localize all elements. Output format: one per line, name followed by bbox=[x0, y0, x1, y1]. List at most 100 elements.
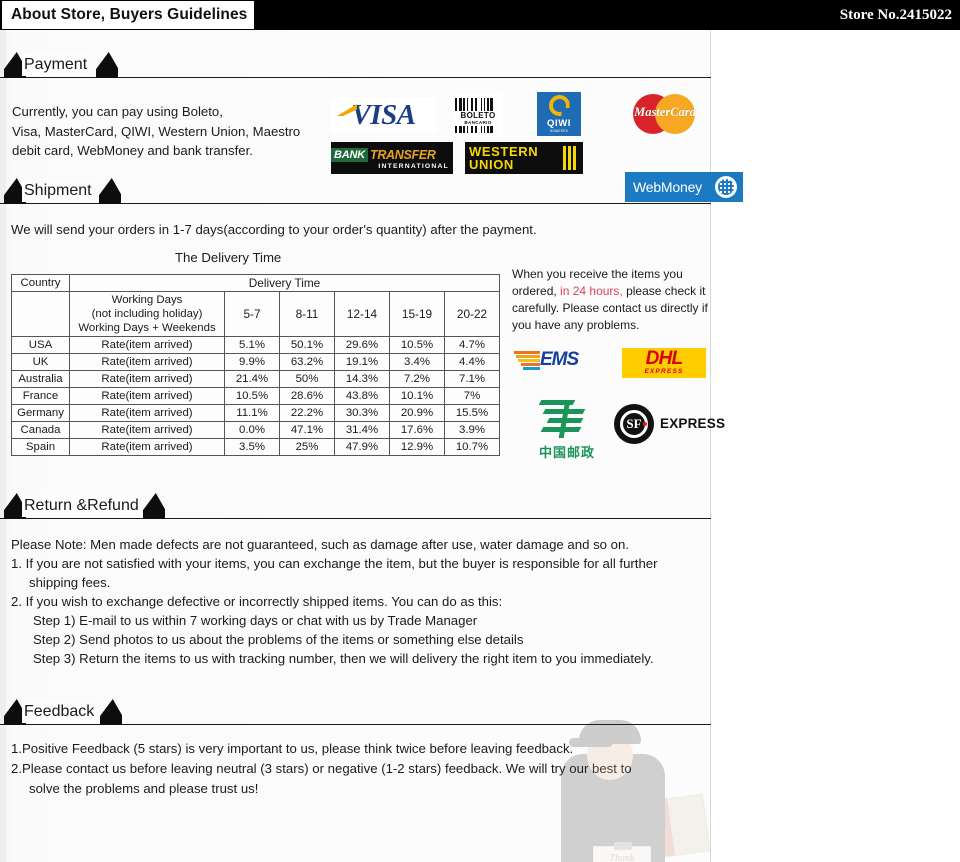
row-value-4: 7.1% bbox=[444, 370, 500, 388]
dhl-logo-text: DHL bbox=[645, 348, 683, 369]
row-value-4: 4.7% bbox=[444, 336, 500, 354]
row-value-4: 10.7% bbox=[444, 438, 500, 456]
payment-description-line-3: debit card, WebMoney and bank transfer. bbox=[12, 143, 253, 158]
row-rate-label: Rate(item arrived) bbox=[69, 404, 225, 422]
working-days-line-1: (not including holiday) bbox=[91, 308, 203, 320]
clipboard-clip-icon bbox=[614, 842, 632, 850]
boleto-logo-subtext: BANCARIO bbox=[464, 119, 492, 125]
arrow-right-icon bbox=[99, 178, 121, 204]
row-value-0: 11.1% bbox=[224, 404, 280, 422]
range-header-0: 5-7 bbox=[224, 291, 280, 337]
sf-badge-icon: SF bbox=[614, 404, 654, 444]
bank-transfer-transfer-text: TRANSFER bbox=[369, 147, 436, 162]
receive-items-note: When you receive the items you ordered, … bbox=[512, 266, 708, 334]
qiwi-logo: QIWI КОШЕЛЕК bbox=[537, 92, 581, 136]
range-header-2: 12-14 bbox=[334, 291, 390, 337]
row-value-4: 4.4% bbox=[444, 353, 500, 371]
return-line-3: 2. If you wish to exchange defective or … bbox=[11, 594, 503, 609]
webmoney-logo: WebMoney bbox=[625, 172, 743, 202]
row-value-3: 10.5% bbox=[389, 336, 445, 354]
bank-transfer-subtext: INTERNATIONAL bbox=[378, 163, 449, 170]
row-value-3: 17.6% bbox=[389, 421, 445, 439]
left-edge-strip bbox=[0, 30, 6, 862]
store-number: Store No.2415022 bbox=[839, 6, 952, 23]
table-subhead-row: Working Days (not including holiday) Worki… bbox=[11, 291, 500, 337]
note-part-1: When you receive the items you ordered, bbox=[512, 267, 683, 298]
payment-description-line-1: Currently, you can pay using Boleto, bbox=[12, 104, 223, 119]
page-title: About Store, Buyers Guidelines bbox=[2, 1, 254, 29]
feedback-section-header: Feedback bbox=[0, 691, 711, 725]
row-rate-label: Rate(item arrived) bbox=[69, 421, 225, 439]
row-country: USA bbox=[11, 336, 70, 354]
china-post-logo: 中国邮政 bbox=[528, 400, 606, 462]
payment-section: Payment Currently, you can pay using Bol… bbox=[0, 44, 743, 210]
sf-red-dot-icon bbox=[643, 422, 647, 426]
return-body: Please Note: Men made defects are not gu… bbox=[11, 535, 701, 668]
row-country: France bbox=[11, 387, 70, 405]
ems-logo: EMS bbox=[514, 348, 596, 374]
return-section-label: Return &Refund bbox=[22, 495, 141, 517]
row-rate-label: Rate(item arrived) bbox=[69, 336, 225, 354]
row-value-2: 43.8% bbox=[334, 387, 390, 405]
row-value-2: 14.3% bbox=[334, 370, 390, 388]
row-rate-label: Rate(item arrived) bbox=[69, 370, 225, 388]
note-part-2: please check it carefully. Please contac… bbox=[512, 284, 708, 332]
return-line-1: 1. If you are not satisfied with your it… bbox=[11, 556, 658, 571]
range-header-4: 20-22 bbox=[444, 291, 500, 337]
row-value-1: 28.6% bbox=[279, 387, 335, 405]
return-line-6: Step 3) Return the items to us with trac… bbox=[33, 651, 654, 666]
row-value-1: 50% bbox=[279, 370, 335, 388]
row-value-3: 20.9% bbox=[389, 404, 445, 422]
table-row: Spain Rate(item arrived) 3.5% 25% 47.9% 12.9%… bbox=[11, 438, 500, 456]
dhl-logo: DHL EXPRESS bbox=[622, 348, 706, 378]
payment-body: Currently, you can pay using Boleto, Vis… bbox=[0, 78, 743, 210]
western-union-logo: WESTERN UNION bbox=[465, 142, 583, 174]
table-row: Australia Rate(item arrived) 21.4% 50% 14.3%… bbox=[11, 370, 500, 388]
row-value-2: 30.3% bbox=[334, 404, 390, 422]
delivery-time-table: Country Delivery Time Working Days (not in… bbox=[11, 274, 500, 456]
table-subhead-blank bbox=[11, 291, 70, 337]
webmoney-logo-text: WebMoney bbox=[633, 179, 702, 195]
payment-description: Currently, you can pay using Boleto, Vis… bbox=[12, 102, 312, 161]
row-value-3: 10.1% bbox=[389, 387, 445, 405]
working-days-line-0: Working Days bbox=[111, 294, 183, 306]
payment-section-label: Payment bbox=[22, 54, 90, 76]
feedback-body: 1.Positive Feedback (5 stars) is very im… bbox=[11, 739, 701, 799]
feedback-section-label: Feedback bbox=[22, 701, 97, 723]
row-value-1: 63.2% bbox=[279, 353, 335, 371]
row-value-1: 22.2% bbox=[279, 404, 335, 422]
china-post-mark-icon bbox=[538, 400, 594, 438]
western-union-line-1: WESTERN bbox=[469, 143, 539, 159]
ems-logo-text: EMS bbox=[540, 349, 579, 370]
row-value-2: 19.1% bbox=[334, 353, 390, 371]
mastercard-logo: MasterCard bbox=[625, 92, 705, 136]
return-refund-section: Return &Refund Please Note: Men made def… bbox=[0, 485, 711, 666]
row-value-3: 7.2% bbox=[389, 370, 445, 388]
table-head-country: Country bbox=[11, 274, 70, 292]
row-country: Australia bbox=[11, 370, 70, 388]
working-days-description: Working Days (not including holiday) Worki… bbox=[69, 291, 225, 337]
table-row: UK Rate(item arrived) 9.9% 63.2% 19.1% 3.4% 4.… bbox=[11, 353, 500, 371]
note-highlight: in 24 hours, bbox=[556, 284, 623, 298]
ems-fan-icon bbox=[514, 351, 540, 371]
boleto-barcode-bottom-icon bbox=[455, 125, 501, 133]
bank-transfer-bank-text: BANK bbox=[331, 147, 368, 162]
bank-transfer-logo: BANK TRANSFER INTERNATIONAL bbox=[331, 142, 453, 174]
range-header-3: 15-19 bbox=[389, 291, 445, 337]
row-value-4: 7% bbox=[444, 387, 500, 405]
row-value-3: 12.9% bbox=[389, 438, 445, 456]
row-value-4: 3.9% bbox=[444, 421, 500, 439]
thank-you-clipboard: Thank you much ★★★★★ bbox=[593, 842, 651, 862]
carrier-logos: EMS DHL EXPRESS 中国邮政 SF EXPRESS bbox=[510, 348, 725, 468]
feedback-line-2: solve the problems and please trust us! bbox=[29, 781, 259, 796]
payment-description-line-2: Visa, MasterCard, QIWI, Western Union, M… bbox=[12, 123, 301, 139]
row-value-0: 5.1% bbox=[224, 336, 280, 354]
qiwi-logo-text: QIWI bbox=[546, 118, 572, 129]
arrow-right-icon bbox=[143, 493, 165, 519]
shipment-section-label: Shipment bbox=[22, 180, 94, 202]
table-head-delivery-time: Delivery Time bbox=[69, 274, 500, 292]
shipment-section-header: Shipment bbox=[0, 170, 711, 204]
thank-you-line-1: Thank bbox=[609, 852, 635, 862]
table-row: Canada Rate(item arrived) 0.0% 47.1% 31.4% 17… bbox=[11, 421, 500, 439]
row-country: Germany bbox=[11, 404, 70, 422]
